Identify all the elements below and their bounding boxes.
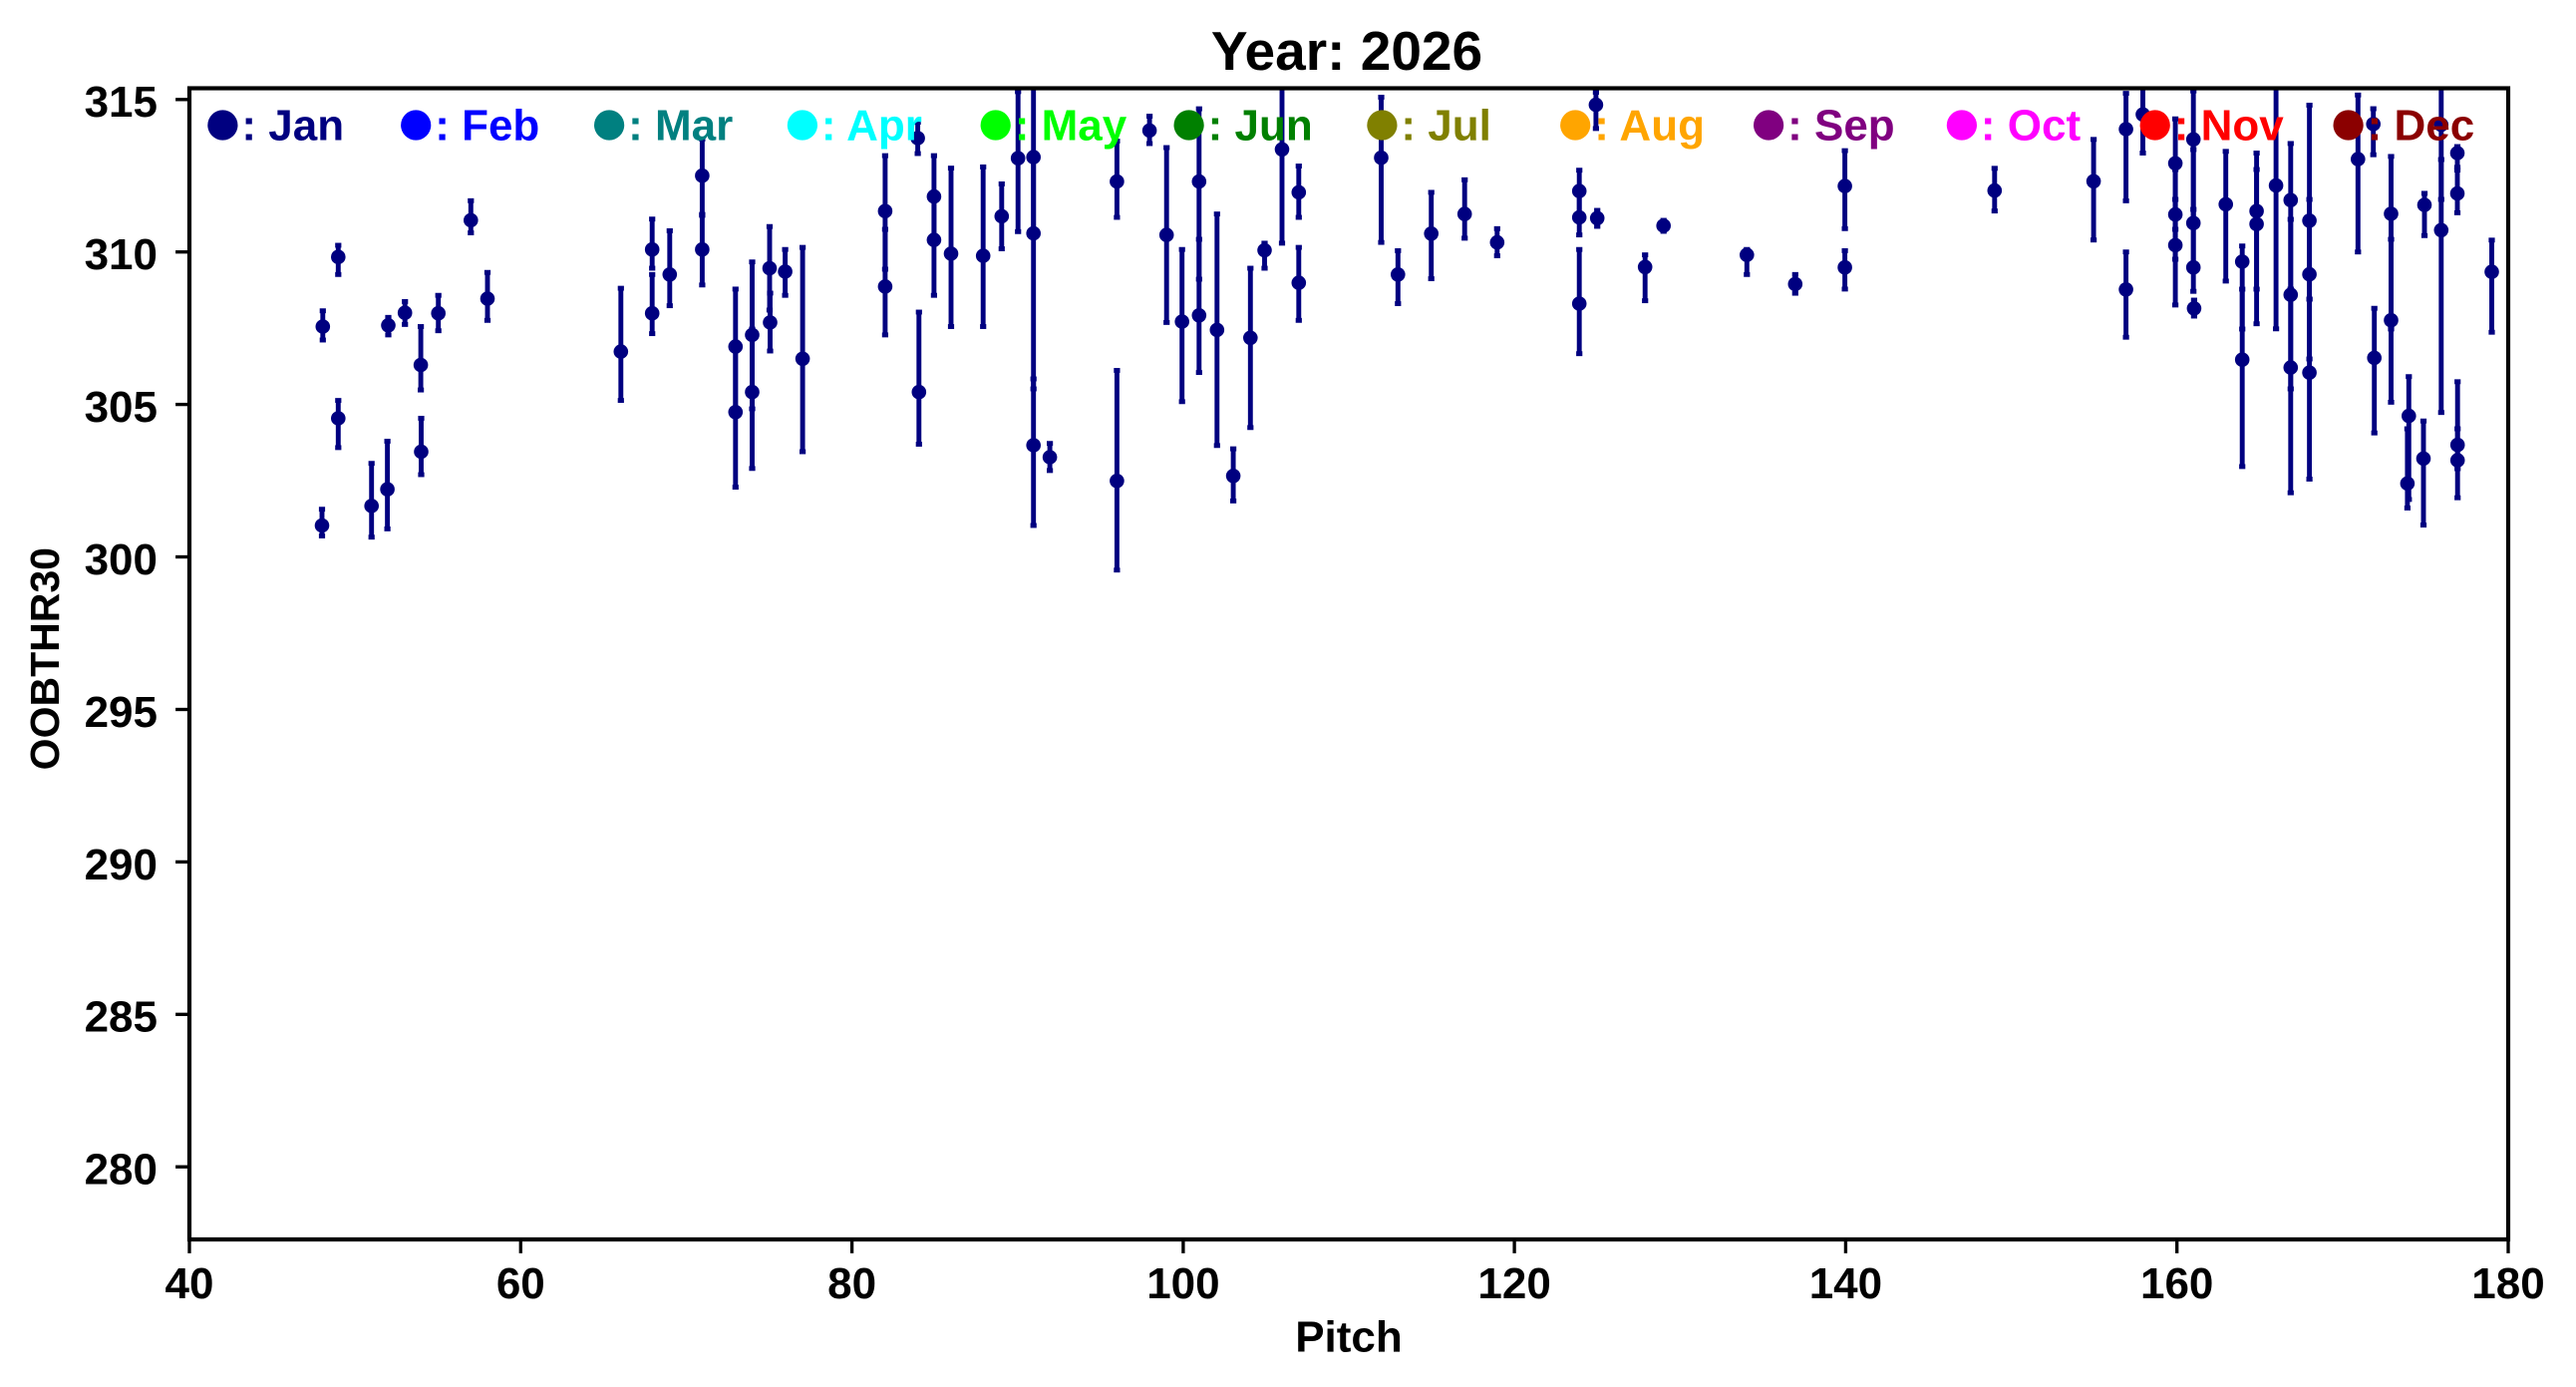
- svg-text:: Dec: : Dec: [2368, 102, 2475, 151]
- svg-text:310: 310: [85, 230, 158, 279]
- svg-text:: May: : May: [1015, 102, 1127, 151]
- svg-text:300: 300: [85, 535, 158, 584]
- svg-text:60: 60: [496, 1259, 545, 1308]
- svg-text:140: 140: [1809, 1259, 1882, 1308]
- svg-text:: Nov: : Nov: [2174, 102, 2285, 151]
- svg-text:: Mar: : Mar: [628, 102, 733, 151]
- svg-text:: Jan: : Jan: [241, 102, 344, 151]
- svg-text:: Apr: : Apr: [821, 102, 922, 151]
- svg-text:Year: 2026: Year: 2026: [1211, 20, 1482, 82]
- svg-text:120: 120: [1477, 1259, 1550, 1308]
- svg-text:: Oct: : Oct: [1981, 102, 2082, 151]
- svg-text:280: 280: [85, 1146, 158, 1195]
- svg-text:Pitch: Pitch: [1295, 1312, 1403, 1361]
- svg-text:285: 285: [85, 993, 158, 1042]
- svg-text:: Feb: : Feb: [435, 102, 539, 151]
- svg-text:80: 80: [827, 1259, 876, 1308]
- svg-text:295: 295: [85, 688, 158, 737]
- svg-text:315: 315: [85, 78, 158, 127]
- svg-text:: Sep: : Sep: [1787, 102, 1895, 151]
- svg-text:: Aug: : Aug: [1594, 102, 1705, 151]
- svg-text:160: 160: [2140, 1259, 2213, 1308]
- svg-text:: Jun: : Jun: [1208, 102, 1313, 151]
- svg-text:290: 290: [85, 841, 158, 889]
- svg-text:100: 100: [1146, 1259, 1219, 1308]
- svg-text:180: 180: [2471, 1259, 2544, 1308]
- svg-text:OOBTHR30: OOBTHR30: [22, 547, 68, 770]
- svg-text:: Jul: : Jul: [1401, 102, 1490, 151]
- svg-text:40: 40: [165, 1259, 214, 1308]
- svg-text:305: 305: [85, 383, 158, 432]
